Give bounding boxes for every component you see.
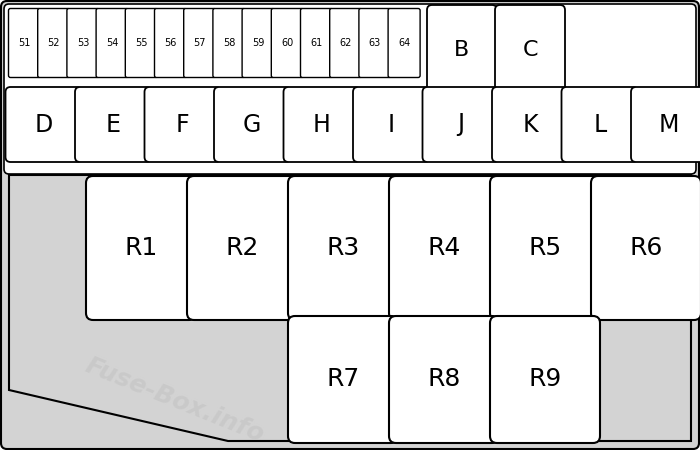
FancyBboxPatch shape [495, 5, 565, 95]
FancyBboxPatch shape [353, 87, 430, 162]
Text: R6: R6 [629, 236, 663, 260]
FancyBboxPatch shape [359, 9, 391, 77]
Text: R5: R5 [528, 236, 561, 260]
Text: 62: 62 [340, 38, 352, 48]
Text: R1: R1 [125, 236, 158, 260]
FancyBboxPatch shape [490, 316, 600, 443]
FancyBboxPatch shape [631, 87, 700, 162]
FancyBboxPatch shape [213, 9, 245, 77]
Text: M: M [659, 112, 680, 136]
FancyBboxPatch shape [561, 87, 638, 162]
FancyBboxPatch shape [187, 176, 297, 320]
FancyBboxPatch shape [300, 9, 332, 77]
Text: R2: R2 [225, 236, 259, 260]
FancyBboxPatch shape [591, 176, 700, 320]
Text: 59: 59 [252, 38, 265, 48]
FancyBboxPatch shape [389, 316, 499, 443]
FancyBboxPatch shape [284, 87, 360, 162]
FancyBboxPatch shape [423, 87, 499, 162]
Text: R3: R3 [326, 236, 360, 260]
FancyBboxPatch shape [8, 9, 41, 77]
Text: K: K [522, 112, 538, 136]
Text: 61: 61 [310, 38, 323, 48]
FancyBboxPatch shape [272, 9, 303, 77]
Text: 53: 53 [77, 38, 89, 48]
Text: 54: 54 [106, 38, 118, 48]
Text: R4: R4 [427, 236, 461, 260]
Text: B: B [454, 40, 470, 60]
FancyBboxPatch shape [288, 176, 398, 320]
FancyBboxPatch shape [86, 176, 196, 320]
FancyBboxPatch shape [67, 9, 99, 77]
Text: 64: 64 [398, 38, 410, 48]
Text: 60: 60 [281, 38, 293, 48]
FancyBboxPatch shape [6, 87, 82, 162]
FancyBboxPatch shape [490, 176, 600, 320]
FancyBboxPatch shape [4, 4, 696, 174]
Text: R7: R7 [326, 368, 360, 392]
Text: 55: 55 [135, 38, 148, 48]
Text: 57: 57 [193, 38, 206, 48]
FancyBboxPatch shape [492, 87, 568, 162]
Polygon shape [9, 175, 691, 441]
Text: R9: R9 [528, 368, 561, 392]
Text: H: H [313, 112, 330, 136]
Text: E: E [106, 112, 120, 136]
FancyBboxPatch shape [242, 9, 274, 77]
Text: G: G [243, 112, 261, 136]
Text: 56: 56 [164, 38, 176, 48]
Text: I: I [388, 112, 395, 136]
FancyBboxPatch shape [389, 176, 499, 320]
Text: C: C [522, 40, 538, 60]
FancyBboxPatch shape [96, 9, 128, 77]
Text: 51: 51 [18, 38, 31, 48]
Text: J: J [457, 112, 464, 136]
FancyBboxPatch shape [388, 9, 420, 77]
Text: 58: 58 [223, 38, 235, 48]
FancyBboxPatch shape [288, 316, 398, 443]
Text: 63: 63 [369, 38, 381, 48]
FancyBboxPatch shape [427, 5, 497, 95]
FancyBboxPatch shape [155, 9, 186, 77]
Text: 52: 52 [48, 38, 60, 48]
Text: Fuse-Box.info: Fuse-Box.info [82, 353, 268, 447]
FancyBboxPatch shape [75, 87, 151, 162]
FancyBboxPatch shape [125, 9, 158, 77]
Text: R8: R8 [427, 368, 461, 392]
Text: D: D [34, 112, 53, 136]
FancyBboxPatch shape [38, 9, 70, 77]
FancyBboxPatch shape [144, 87, 221, 162]
FancyBboxPatch shape [183, 9, 216, 77]
FancyBboxPatch shape [214, 87, 290, 162]
Text: F: F [176, 112, 190, 136]
FancyBboxPatch shape [330, 9, 362, 77]
Text: L: L [593, 112, 606, 136]
